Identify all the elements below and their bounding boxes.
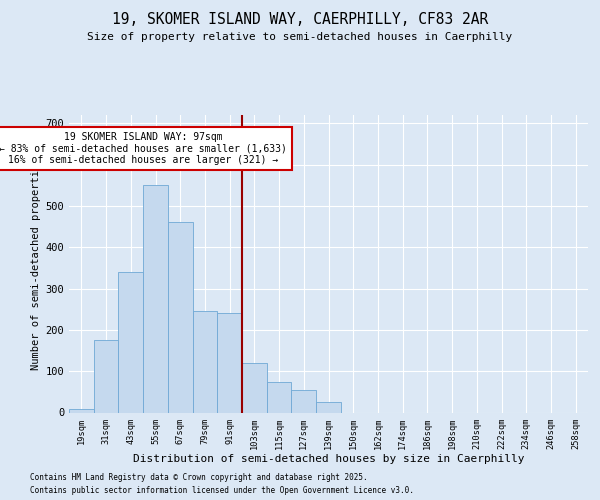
Bar — [118, 272, 143, 412]
Bar — [267, 382, 292, 412]
Text: Contains public sector information licensed under the Open Government Licence v3: Contains public sector information licen… — [30, 486, 414, 495]
Text: 19, SKOMER ISLAND WAY, CAERPHILLY, CF83 2AR: 19, SKOMER ISLAND WAY, CAERPHILLY, CF83 … — [112, 12, 488, 28]
Text: Contains HM Land Registry data © Crown copyright and database right 2025.: Contains HM Land Registry data © Crown c… — [30, 474, 368, 482]
Text: Size of property relative to semi-detached houses in Caerphilly: Size of property relative to semi-detach… — [88, 32, 512, 42]
X-axis label: Distribution of semi-detached houses by size in Caerphilly: Distribution of semi-detached houses by … — [133, 454, 524, 464]
Bar — [292, 390, 316, 412]
Bar — [69, 409, 94, 412]
Text: 19 SKOMER ISLAND WAY: 97sqm
← 83% of semi-detached houses are smaller (1,633)
16: 19 SKOMER ISLAND WAY: 97sqm ← 83% of sem… — [0, 132, 287, 164]
Bar — [143, 185, 168, 412]
Bar — [94, 340, 118, 412]
Bar — [217, 314, 242, 412]
Bar — [168, 222, 193, 412]
Bar — [242, 363, 267, 412]
Bar — [193, 312, 217, 412]
Bar — [316, 402, 341, 412]
Y-axis label: Number of semi-detached properties: Number of semi-detached properties — [31, 158, 41, 370]
